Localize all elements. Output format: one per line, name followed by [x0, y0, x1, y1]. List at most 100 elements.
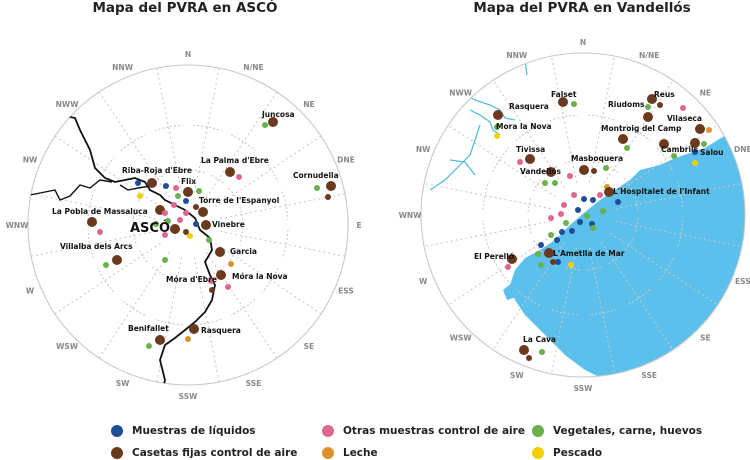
- legend-label-pescado: Pescado: [553, 447, 603, 459]
- grid-ring-arc: [154, 124, 183, 132]
- grid-ring-arc: [228, 248, 239, 263]
- grid-ring-arc: [549, 308, 578, 316]
- grid-ring-arc: [169, 169, 186, 174]
- map-asco: NN/NENEDNEEESSSESSESSWSWWSWWWNWNWNWWNNW …: [6, 50, 362, 401]
- asco-marker: [201, 220, 211, 230]
- asco-place-label: Móra d'Ebre: [166, 275, 217, 284]
- asco-marker: [163, 183, 169, 189]
- legend-liquidos: Muestras de líquidos: [111, 425, 256, 437]
- asco-marker: [326, 181, 336, 191]
- sector-label-ess: ESS: [338, 286, 354, 295]
- vandellos-marker: [701, 141, 707, 147]
- vandellos-place-label: L'Ametlla de Mar: [553, 249, 625, 258]
- vandellos-marker: [584, 213, 590, 219]
- vandellos-marker: [590, 197, 596, 203]
- asco-marker: [175, 193, 181, 199]
- grid-spoke: [447, 232, 556, 306]
- grid-spoke: [550, 247, 578, 374]
- legend-label-vegetales: Vegetales, carne, huevos: [553, 425, 703, 437]
- grid-ring-arc: [120, 298, 146, 316]
- vandellos-marker: [568, 262, 574, 268]
- grid-outer-ring: [27, 64, 349, 386]
- legend-dot-vegetales: [532, 425, 544, 437]
- grid-ring-arc: [228, 187, 239, 202]
- vandellos-marker: [548, 215, 554, 221]
- grid-spoke: [424, 182, 551, 210]
- asco-place-label: La Pobla de Massaluca: [52, 207, 148, 216]
- sector-label-nnw: NNW: [506, 51, 528, 60]
- vandellos-marker: [525, 154, 535, 164]
- legend-vegetales: Vegetales, carne, huevos: [532, 425, 702, 437]
- grid-spoke: [447, 124, 556, 198]
- vandellos-marker: [555, 259, 561, 265]
- vandellos-marker: [615, 199, 621, 205]
- vandellos-marker: [535, 251, 541, 257]
- asco-marker: [112, 255, 122, 265]
- asco-marker: [187, 233, 193, 239]
- grid-ring-arc: [239, 227, 244, 244]
- grid-ring-arc: [623, 177, 634, 192]
- legend-label-casetas: Casetas fijas control de aire: [132, 447, 298, 459]
- asco-marker: [206, 237, 212, 243]
- asco-marker: [183, 187, 193, 197]
- grid-ring-arc: [190, 169, 207, 174]
- grid-ring-arc: [625, 124, 651, 142]
- vandellos-marker: [550, 259, 556, 265]
- grid-spoke: [615, 220, 742, 248]
- grid-ring-arc: [625, 288, 651, 306]
- asco-place-label: Garcia: [230, 247, 257, 256]
- asco-marker: [162, 210, 168, 216]
- asco-marker: [171, 202, 177, 208]
- grid-ring-arc: [585, 159, 602, 164]
- vandellos-marker: [581, 196, 587, 202]
- vandellos-place-label: La Cava: [523, 335, 556, 344]
- grid-ring-arc: [532, 238, 543, 253]
- sector-label-wsw: WSW: [56, 342, 79, 351]
- sector-label-n-ne: N/NE: [639, 51, 659, 60]
- asco-marker: [189, 324, 199, 334]
- grid-ring-arc: [211, 174, 226, 185]
- grid-ring-arc: [261, 157, 279, 183]
- grid-spoke: [600, 79, 674, 188]
- legend-label-otras-aire: Otras muestras control de aire: [343, 425, 525, 437]
- grid-ring-arc: [230, 298, 256, 316]
- vandellos-marker: [706, 127, 712, 133]
- vandellos-marker: [604, 187, 614, 197]
- sector-label-sse: SSE: [246, 379, 262, 388]
- grid-ring-arc: [585, 266, 602, 271]
- asco-marker: [225, 167, 235, 177]
- grid-spoke: [220, 193, 346, 220]
- grid-ring-arc: [564, 159, 581, 164]
- grid-spoke: [220, 230, 346, 257]
- vandellos-place-label: Vandellós: [520, 167, 562, 176]
- vandellos-marker: [505, 264, 511, 270]
- sector-label-ne: NE: [700, 89, 711, 98]
- vandellos-marker: [542, 180, 548, 186]
- sector-label-nw: NW: [416, 145, 431, 154]
- asco-marker: [135, 180, 141, 186]
- asco-marker: [262, 122, 268, 128]
- vandellos-marker: [692, 160, 698, 166]
- grid-spoke: [30, 230, 156, 257]
- vandellos-marker: [526, 355, 532, 361]
- asco-place-label: Flix: [181, 177, 196, 186]
- grid-ring-arc: [261, 267, 279, 293]
- vandellos-marker: [571, 192, 577, 198]
- vandellos-marker: [590, 225, 596, 231]
- sector-label-sse: SSE: [641, 371, 657, 380]
- asco-marker: [183, 198, 189, 204]
- grid-spoke: [215, 135, 322, 208]
- sector-label-dne: DNE: [337, 156, 355, 165]
- vandellos-marker: [575, 207, 581, 213]
- grid-ring-arc: [588, 308, 617, 316]
- title-asco: Mapa del PVRA en ASCÓ: [92, 0, 278, 16]
- asco-marker: [196, 188, 202, 194]
- vandellos-marker: [517, 159, 523, 165]
- vandellos-marker: [579, 165, 589, 175]
- vandellos-marker: [507, 254, 517, 264]
- vandellos-marker: [647, 94, 657, 104]
- asco-place-label: Benifallet: [128, 324, 169, 333]
- grid-ring-arc: [564, 266, 581, 271]
- asco-marker: [228, 261, 234, 267]
- asco-marker: [162, 257, 168, 263]
